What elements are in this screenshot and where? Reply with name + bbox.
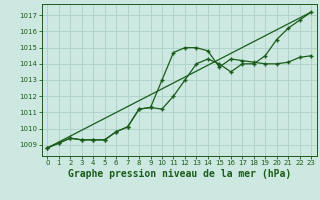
X-axis label: Graphe pression niveau de la mer (hPa): Graphe pression niveau de la mer (hPa) bbox=[68, 169, 291, 179]
